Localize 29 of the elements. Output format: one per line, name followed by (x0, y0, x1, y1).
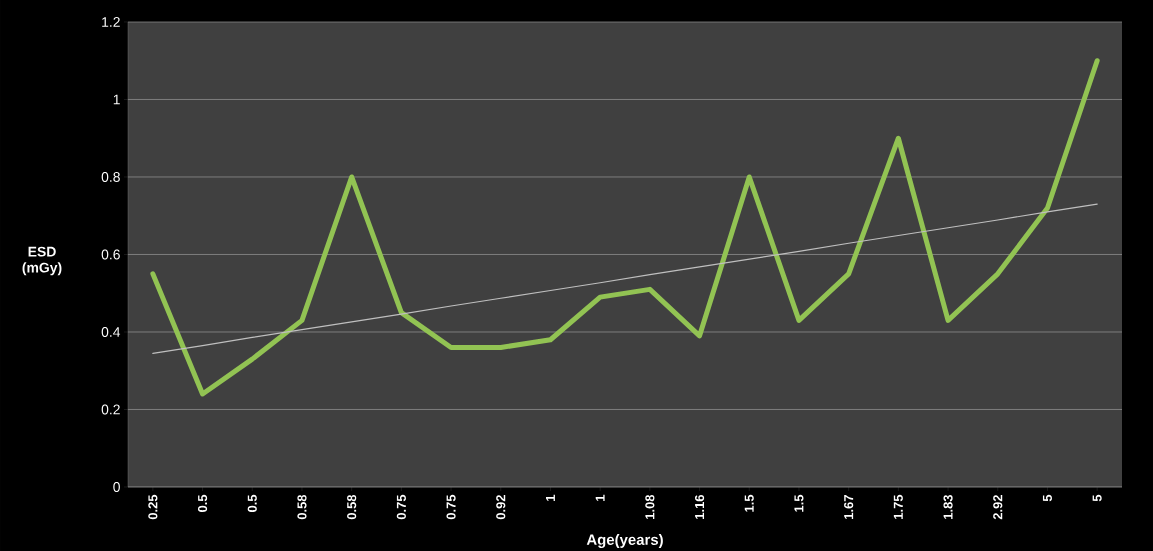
x-tick-label: 1 (595, 494, 605, 501)
x-tick-label: 5 (1092, 494, 1102, 502)
x-tick-label: 1.83 (943, 494, 953, 519)
x-tick-label: 1.67 (844, 495, 854, 519)
x-tick-label: 0.5 (197, 494, 208, 512)
x-axis-title: Age(years) (586, 533, 663, 548)
x-tick-label: 1.75 (893, 494, 903, 519)
x-tick-label: 0.92 (496, 495, 506, 520)
x-tick-label: 0.75 (396, 494, 406, 520)
x-tick-label: 1.08 (645, 494, 655, 519)
y-tick-label: 0.2 (101, 404, 120, 415)
x-tick-label: 0.5 (247, 494, 257, 512)
x-tick-label: 1.5 (744, 494, 754, 512)
y-tick-label: 1 (113, 94, 120, 105)
x-tick-label: 1.16 (694, 494, 705, 519)
x-tick-label: 0.25 (148, 494, 158, 520)
x-tick-label: 5 (1042, 494, 1052, 502)
x-tick-label: 0.58 (347, 494, 357, 520)
x-tick-label: 0.75 (446, 494, 456, 520)
y-tick-label: 0.6 (101, 249, 120, 260)
y-axis-title: ESD (mGy) (22, 246, 62, 276)
y-tick-label: 1.2 (102, 17, 120, 27)
y-tick-label: 0 (113, 482, 120, 492)
x-tick-label: 1.5 (794, 494, 804, 512)
x-tick-label: 1 (546, 494, 555, 501)
x-tick-label: 0.58 (297, 494, 307, 520)
x-tick-label: 2.92 (993, 495, 1003, 520)
y-tick-label: 0.8 (101, 172, 120, 182)
y-tick-label: 0.4 (101, 327, 121, 337)
